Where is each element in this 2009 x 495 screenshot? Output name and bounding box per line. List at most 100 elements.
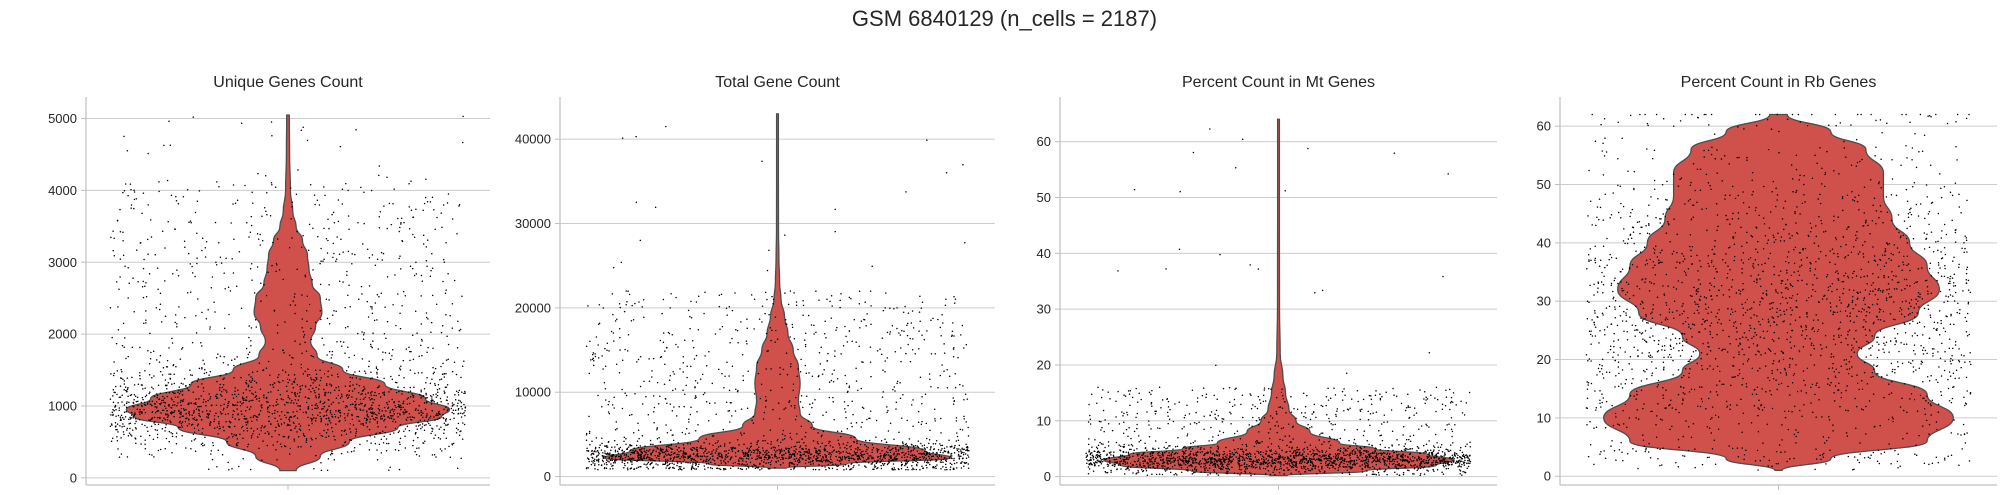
data-point xyxy=(1191,457,1194,459)
data-point xyxy=(930,446,932,448)
data-point xyxy=(144,411,147,414)
data-point xyxy=(256,266,259,268)
data-point xyxy=(957,453,960,456)
data-point xyxy=(1328,447,1331,449)
data-point xyxy=(767,467,770,470)
data-point xyxy=(940,459,943,462)
data-point xyxy=(333,252,335,255)
data-point xyxy=(675,445,677,448)
data-point xyxy=(125,357,127,360)
data-point xyxy=(746,463,749,465)
data-point xyxy=(391,398,393,401)
data-point xyxy=(648,458,650,461)
data-point xyxy=(207,399,209,402)
data-point xyxy=(418,455,421,457)
data-point xyxy=(296,268,298,271)
data-point xyxy=(669,374,672,377)
data-point xyxy=(934,465,937,468)
data-point xyxy=(776,440,779,442)
data-point xyxy=(359,378,361,380)
data-point xyxy=(933,408,936,410)
data-point xyxy=(409,369,412,371)
data-point xyxy=(719,328,721,330)
data-point xyxy=(368,448,371,451)
data-point xyxy=(648,358,650,360)
data-point xyxy=(234,202,237,204)
data-point xyxy=(674,388,677,390)
data-point xyxy=(922,467,924,469)
data-point xyxy=(254,414,256,417)
data-point xyxy=(127,355,129,358)
data-point xyxy=(400,365,402,367)
data-point xyxy=(420,323,423,325)
data-point xyxy=(417,421,419,424)
data-point xyxy=(327,391,330,394)
data-point xyxy=(730,456,732,459)
data-point xyxy=(720,455,723,458)
data-point xyxy=(213,420,215,423)
data-point xyxy=(679,460,681,463)
data-point xyxy=(425,246,428,248)
data-point xyxy=(1418,458,1421,461)
data-point xyxy=(772,408,774,411)
data-point xyxy=(929,459,932,462)
data-point xyxy=(254,318,257,321)
data-point xyxy=(233,410,236,413)
data-point xyxy=(912,399,914,401)
data-point xyxy=(401,393,403,395)
data-point xyxy=(929,378,931,380)
data-point xyxy=(250,437,253,439)
data-point xyxy=(155,359,158,361)
data-point xyxy=(295,193,298,195)
data-point xyxy=(614,451,617,453)
data-point xyxy=(654,206,657,209)
data-point xyxy=(205,400,207,403)
data-point xyxy=(344,327,347,329)
data-point xyxy=(682,444,685,446)
data-point xyxy=(613,439,616,442)
data-point xyxy=(1098,465,1100,467)
data-point xyxy=(638,459,641,461)
data-point xyxy=(637,429,640,432)
data-point xyxy=(746,447,748,450)
data-point xyxy=(1241,138,1244,140)
data-point xyxy=(146,238,149,241)
data-point xyxy=(591,358,594,361)
data-point xyxy=(892,463,895,465)
data-point xyxy=(225,372,227,375)
data-point xyxy=(321,337,323,340)
data-point xyxy=(1253,445,1256,448)
data-point xyxy=(668,332,671,335)
data-point xyxy=(251,191,253,193)
data-point xyxy=(871,456,873,458)
data-point xyxy=(201,237,204,239)
data-point xyxy=(668,467,670,470)
data-point xyxy=(198,412,200,415)
data-point xyxy=(1183,426,1185,428)
data-point xyxy=(906,419,908,422)
y-tick-label: 0 xyxy=(1044,469,1051,484)
data-point xyxy=(718,455,721,457)
data-point xyxy=(668,446,670,448)
data-point xyxy=(896,452,899,455)
data-point xyxy=(351,262,353,265)
data-point xyxy=(714,333,717,335)
y-tick-label: 40 xyxy=(1037,246,1051,261)
data-point xyxy=(376,371,378,374)
data-point xyxy=(272,348,274,350)
data-point xyxy=(241,403,243,405)
data-point xyxy=(843,455,846,458)
data-point xyxy=(451,218,454,220)
data-point xyxy=(158,361,161,363)
data-point xyxy=(897,467,900,470)
data-point xyxy=(397,386,399,388)
data-point xyxy=(889,455,891,457)
data-point xyxy=(880,455,882,457)
data-point xyxy=(627,334,630,336)
data-point xyxy=(418,355,420,358)
data-point xyxy=(625,394,628,397)
data-point xyxy=(588,432,591,435)
data-point xyxy=(463,403,465,406)
data-point xyxy=(292,402,295,404)
